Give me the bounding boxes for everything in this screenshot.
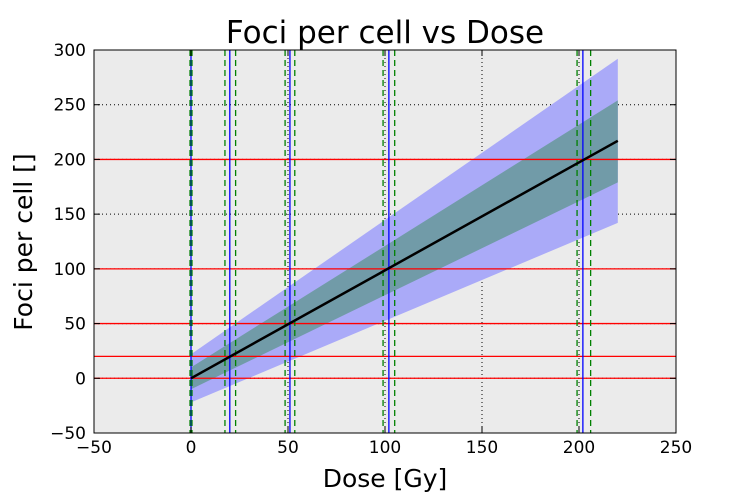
x-tick-label: 250 [660,438,692,458]
x-tick-label: 0 [186,438,197,458]
series [190,139,619,380]
y-axis-label: Foci per cell [] [9,153,38,330]
y-tick-label: 300 [54,41,86,61]
x-tick-label: 150 [466,438,498,458]
x-axis-label: Dose [Gy] [323,464,448,493]
y-tick-label: 250 [54,96,86,116]
series-line-fit [190,139,619,380]
y-tick-label: 0 [75,369,86,389]
y-tick-label: 150 [54,205,86,225]
chart-title: Foci per cell vs Dose [226,15,544,51]
confidence-bands [191,58,618,403]
ticks: −50 0 50 100 150 200 250 −50 0 50 100 150 200 250 300 [50,41,692,458]
y-tick-label: −50 [50,424,86,444]
x-tick-label: 50 [277,438,299,458]
y-tick-label: 50 [64,315,86,335]
x-tick-label: 100 [369,438,401,458]
band-inner [191,100,618,390]
y-tick-label: 200 [54,150,86,170]
y-tick-label: 100 [54,260,86,280]
x-tick-label: −50 [76,438,112,458]
x-tick-label: 200 [563,438,595,458]
vertical-reference-lines [189,50,592,433]
